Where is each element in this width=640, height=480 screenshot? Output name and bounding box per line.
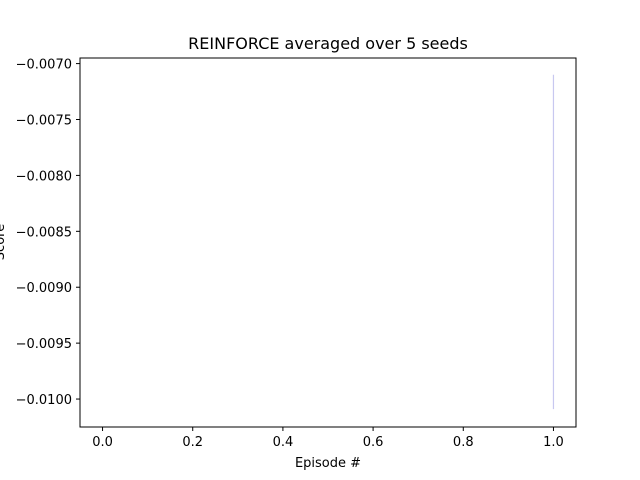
x-tick-label: 0.8 bbox=[453, 435, 474, 450]
plot-frame bbox=[79, 57, 577, 428]
chart-title: REINFORCE averaged over 5 seeds bbox=[188, 34, 468, 53]
x-tick-label: 0.6 bbox=[363, 435, 384, 450]
y-tick-label: −0.0080 bbox=[16, 169, 72, 184]
y-axis-label: Score bbox=[0, 224, 8, 260]
x-tick-label: 0.0 bbox=[92, 435, 113, 450]
y-tick-label: −0.0085 bbox=[16, 225, 72, 240]
y-tick-label: −0.0100 bbox=[16, 393, 72, 408]
x-tick-label: 0.2 bbox=[182, 435, 203, 450]
y-tick-label: −0.0070 bbox=[16, 58, 72, 73]
y-tick-label: −0.0090 bbox=[16, 281, 72, 296]
x-axis: 0.0 0.2 0.4 0.6 0.8 1.0 bbox=[92, 427, 564, 450]
x-tick-label: 1.0 bbox=[543, 435, 564, 450]
x-axis-label: Episode # bbox=[295, 456, 361, 471]
y-axis: −0.0070 −0.0075 −0.0080 −0.0085 −0.0090 −0.00… bbox=[16, 58, 80, 408]
y-tick-label: −0.0075 bbox=[16, 114, 72, 129]
x-tick-label: 0.4 bbox=[273, 435, 294, 450]
y-tick-label: −0.0095 bbox=[16, 337, 72, 352]
